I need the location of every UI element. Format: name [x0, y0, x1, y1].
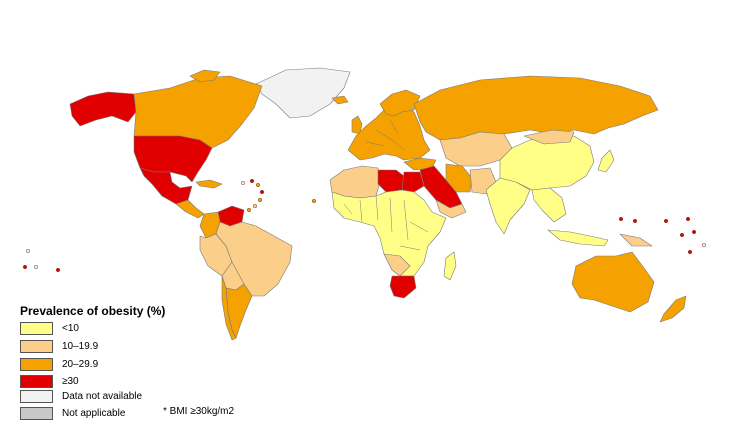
- region-new-zealand: [659, 295, 687, 323]
- legend-swatch: [20, 340, 53, 353]
- region-southeast-asia: [531, 187, 567, 223]
- region-papua: [619, 233, 653, 247]
- legend-swatch: [20, 322, 53, 335]
- region-russia: [413, 75, 659, 141]
- region-central-america: [175, 199, 205, 219]
- region-australia: [571, 251, 655, 313]
- region-chile: [221, 275, 237, 341]
- region-south-africa: [389, 275, 417, 299]
- region-madagascar: [443, 251, 457, 281]
- region-canada-islands: [189, 69, 221, 83]
- region-caribbean: [195, 179, 223, 189]
- region-greenland: [255, 67, 351, 119]
- region-alaska: [69, 91, 137, 127]
- legend-label: 20–29.9: [62, 359, 99, 370]
- legend-label: 10–19.9: [62, 341, 99, 352]
- region-indonesia: [547, 229, 609, 247]
- bmi-footnote: * BMI ≥30kg/m2: [163, 406, 235, 417]
- region-sub-saharan-africa: [331, 189, 447, 277]
- legend-label: ≥30: [62, 376, 79, 387]
- legend-label: Data not available: [62, 391, 143, 402]
- region-uk: [351, 115, 363, 135]
- region-north-africa: [329, 165, 381, 199]
- region-botswana: [383, 253, 411, 277]
- legend-title: Prevalence of obesity (%): [20, 304, 166, 318]
- region-turkey: [403, 157, 437, 171]
- legend-swatch: [20, 390, 53, 403]
- legend-swatch: [20, 375, 53, 388]
- region-scandinavia: [379, 89, 421, 117]
- legend-label: <10: [62, 323, 79, 334]
- legend-swatch: [20, 358, 53, 371]
- region-mexico: [139, 167, 193, 205]
- map-legend: Prevalence of obesity (%) <10 10–19.9 20…: [20, 304, 320, 424]
- region-libya: [377, 169, 405, 193]
- legend-label: Not applicable: [62, 408, 126, 419]
- region-japan: [597, 149, 615, 173]
- legend-swatch: [20, 407, 53, 420]
- region-brazil: [215, 221, 293, 297]
- region-europe: [347, 103, 431, 161]
- region-india: [485, 177, 531, 235]
- region-egypt: [401, 171, 425, 193]
- region-yemen-oman: [435, 199, 467, 219]
- region-iceland: [331, 95, 349, 105]
- region-mongolia: [523, 129, 575, 145]
